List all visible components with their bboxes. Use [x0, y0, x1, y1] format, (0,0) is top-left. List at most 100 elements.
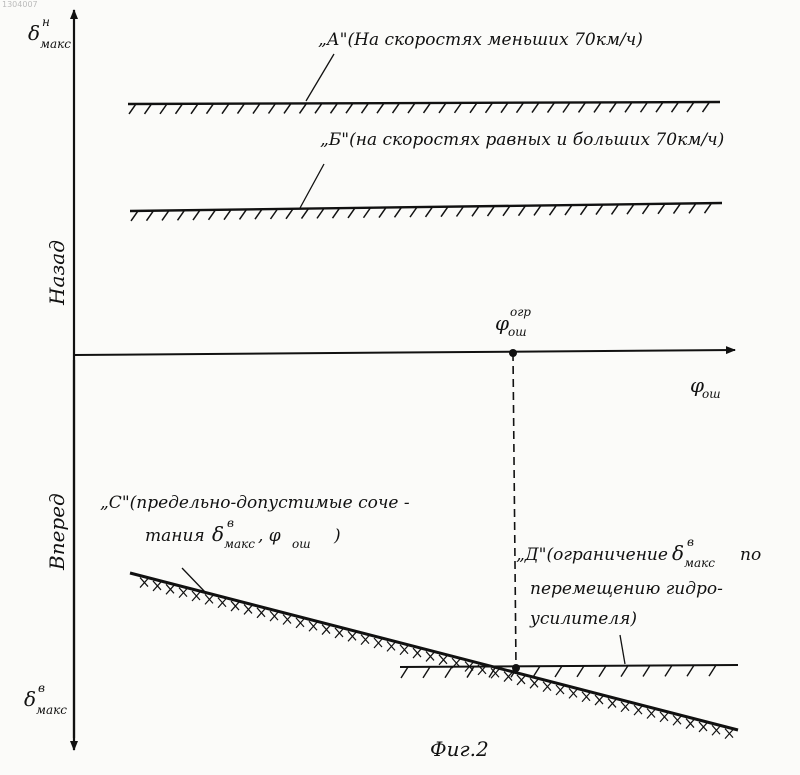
hatch-tick [270, 612, 278, 621]
hatch-tick [413, 649, 421, 658]
hatch-tick [533, 666, 540, 677]
hatch-tick [565, 205, 572, 215]
hatch-tick [192, 591, 200, 600]
hatch-tick [362, 103, 369, 113]
hatch-tick [271, 209, 278, 219]
hatch-tick [253, 104, 260, 114]
hatch-tick [556, 685, 564, 694]
hatch-tick [162, 210, 169, 220]
hatch-tick [641, 102, 648, 112]
hatch-tick [284, 103, 291, 113]
hatch-tick [610, 102, 617, 112]
hatch-tick [166, 585, 174, 594]
leader-b [300, 164, 324, 208]
hatch-tick [424, 103, 431, 113]
hatch-tick [257, 609, 265, 618]
hatch-tick [595, 696, 603, 705]
hatch-tick [423, 667, 430, 678]
hatch-tick [686, 720, 694, 729]
annotation-c-sup: в [227, 516, 234, 530]
hatch-tick [660, 712, 668, 721]
hatch-tick [579, 102, 586, 112]
hatch-tick [224, 210, 231, 220]
hatch-tick [322, 626, 330, 635]
hatch-tick [317, 208, 324, 218]
annotation-c-line2-a: тания [145, 526, 205, 546]
hatch-tick [269, 104, 276, 114]
hatch-tick [387, 641, 395, 650]
hatch-tick [457, 206, 464, 216]
hatch-tick [426, 652, 434, 661]
hatch-tick [530, 678, 538, 687]
hatch-tick [501, 103, 508, 113]
line-d [400, 665, 738, 667]
annotation-c-line1: „С"(предельно-допустимые соче - [100, 493, 410, 513]
hatch-tick [687, 102, 694, 112]
line-c-hatching [140, 578, 733, 739]
annotation-d-line1-b: по [740, 545, 761, 565]
hatch-tick [179, 589, 187, 598]
hatch-tick [594, 102, 601, 112]
hatch-tick [486, 103, 493, 113]
hatch-tick [309, 622, 317, 631]
y-top-symbol: δ [28, 21, 40, 45]
hatch-tick [205, 594, 213, 603]
hatch-tick [377, 103, 384, 113]
hatch-tick [401, 667, 408, 678]
annotation-b: „Б"(на скоростях равных и больших 70км/ч… [320, 130, 724, 150]
hatch-tick [569, 689, 577, 698]
annotation-a: „А"(На скоростях меньших 70км/ч) [318, 30, 643, 50]
annotation-d-line3: усилителя) [529, 609, 637, 629]
line-b-hatching [131, 203, 712, 221]
hatch-tick [244, 604, 252, 613]
hatch-tick [191, 104, 198, 114]
hatch-tick [705, 203, 712, 213]
y-bottom-sub: макс [36, 703, 67, 717]
hatch-tick [582, 693, 590, 702]
x-sub: ош [702, 387, 721, 401]
label-back: Назад [45, 240, 69, 306]
hatch-tick [300, 103, 307, 113]
hatch-tick [699, 722, 707, 731]
hatch-tick [673, 716, 681, 725]
hatch-tick [439, 103, 446, 113]
annotation-d-line2: перемещению гидро- [530, 579, 723, 599]
hatch-tick [517, 675, 525, 684]
hatch-tick [621, 703, 629, 712]
hatch-tick [145, 104, 152, 114]
hatch-tick [712, 725, 720, 734]
hatch-tick [176, 104, 183, 114]
hatch-tick [712, 726, 720, 735]
hatch-tick [491, 669, 499, 678]
limit-dashed-line [513, 353, 516, 668]
hatch-tick [532, 103, 539, 113]
hatch-tick [625, 102, 632, 112]
leader-d [620, 635, 625, 664]
hatch-tick [331, 103, 338, 113]
hatch-tick [656, 102, 663, 112]
hatch-tick [581, 205, 588, 215]
horizontal-axis [74, 350, 735, 355]
hatch-tick [374, 638, 382, 647]
hatch-tick [348, 632, 356, 641]
hatch-tick [543, 682, 551, 691]
watermark: 1304007 [2, 0, 38, 9]
hatch-tick [517, 103, 524, 113]
hatch-tick [599, 666, 606, 677]
hatch-tick [556, 686, 564, 695]
hatch-tick [393, 103, 400, 113]
phi-limit-symbol: φ [495, 311, 509, 335]
hatch-tick [129, 104, 136, 114]
annotation-d-sup: в [687, 535, 694, 549]
hatch-tick [555, 666, 562, 677]
hatch-tick [643, 204, 650, 214]
hatch-tick [503, 206, 510, 216]
hatch-tick [445, 667, 452, 678]
hatch-tick [309, 621, 317, 630]
hatch-tick [530, 679, 538, 688]
hatch-tick [387, 642, 395, 651]
hatch-tick [455, 103, 462, 113]
annotation-d-line1-a: „Д"(ограничение [516, 545, 668, 565]
hatch-tick [333, 208, 340, 218]
